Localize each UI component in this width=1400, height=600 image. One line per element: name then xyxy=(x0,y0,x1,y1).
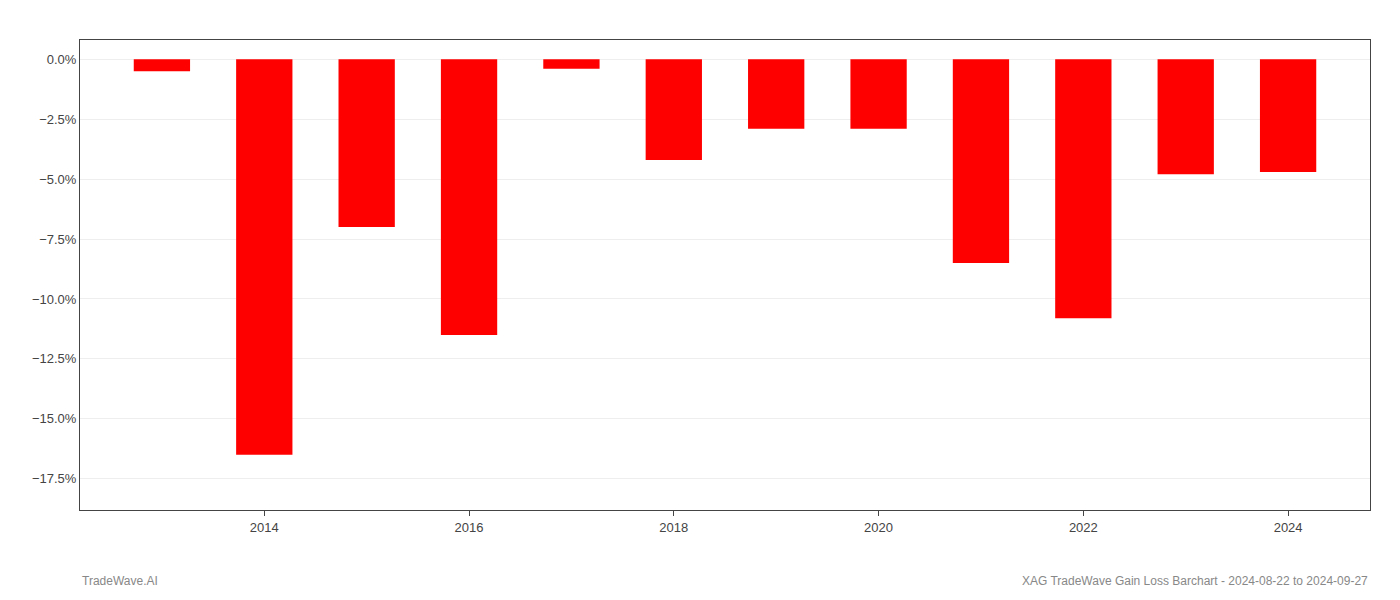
svg-text:−17.5%: −17.5% xyxy=(32,471,77,486)
svg-text:2020: 2020 xyxy=(864,520,893,535)
svg-text:−15.0%: −15.0% xyxy=(32,411,77,426)
svg-text:−7.5%: −7.5% xyxy=(39,232,77,247)
svg-text:2018: 2018 xyxy=(659,520,688,535)
svg-text:TradeWave.AI: TradeWave.AI xyxy=(82,574,158,588)
svg-text:2024: 2024 xyxy=(1274,520,1303,535)
svg-text:−2.5%: −2.5% xyxy=(39,112,77,127)
svg-text:2014: 2014 xyxy=(250,520,279,535)
svg-text:−5.0%: −5.0% xyxy=(39,172,77,187)
svg-text:−10.0%: −10.0% xyxy=(32,292,77,307)
svg-text:XAG TradeWave Gain Loss Barcha: XAG TradeWave Gain Loss Barchart - 2024-… xyxy=(1022,574,1368,588)
svg-text:2022: 2022 xyxy=(1069,520,1098,535)
svg-text:−12.5%: −12.5% xyxy=(32,351,77,366)
svg-text:2016: 2016 xyxy=(455,520,484,535)
svg-text:0.0%: 0.0% xyxy=(47,52,77,67)
